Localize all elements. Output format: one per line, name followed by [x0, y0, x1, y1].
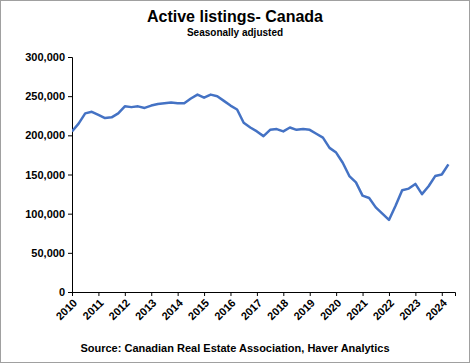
y-tick-label: 200,000	[25, 129, 65, 141]
x-tick-label: 2010	[53, 296, 79, 322]
subtitle: Seasonally adjusted	[187, 27, 283, 38]
y-tick-label: 0	[59, 286, 65, 298]
x-tick: 2024	[423, 292, 449, 322]
y-tick: 150,000	[25, 169, 72, 181]
x-tick: 2011	[80, 292, 105, 322]
marks	[72, 95, 448, 220]
x-tick-mark	[204, 292, 205, 296]
y-tick: 100,000	[25, 208, 72, 220]
x-tick: 2017	[238, 292, 264, 322]
x-tick-mark	[178, 292, 179, 296]
x-tick-label: 2020	[318, 296, 344, 322]
y-tick-mark	[68, 214, 72, 215]
x-tick: 2014	[159, 292, 185, 322]
x-tick-label: 2015	[186, 296, 212, 322]
line	[72, 95, 448, 220]
y-tick: 200,000	[25, 129, 72, 141]
x-tick-label: 2013	[133, 296, 159, 322]
x-tick-mark	[230, 292, 231, 296]
x-tick-label: 2021	[344, 296, 370, 322]
x-tick: 2015	[186, 292, 212, 322]
x-tick-label: 2024	[423, 296, 449, 322]
y-tick-mark	[68, 292, 72, 293]
x-tick: 2018	[265, 292, 291, 322]
y-tick-label: 250,000	[25, 90, 65, 102]
y-tick-mark	[68, 175, 72, 176]
x-tick-mark	[125, 292, 126, 296]
x-tick-mark	[310, 292, 311, 296]
x-tick: 2016	[212, 292, 238, 322]
x-tick: 2010	[53, 292, 79, 322]
x-tick-label: 2023	[397, 296, 423, 322]
x-tick-mark	[442, 292, 443, 296]
x-tick: 2021	[344, 292, 370, 322]
x-tick: 2012	[106, 292, 132, 322]
x-tick: 2023	[397, 292, 423, 322]
x-tick-mark	[415, 292, 416, 296]
y-tick-mark	[68, 96, 72, 97]
x-tick-mark	[283, 292, 284, 296]
x-tick-mark	[257, 292, 258, 296]
y-tick: 50,000	[31, 247, 72, 259]
y-tick-label: 50,000	[31, 247, 65, 259]
y-tick-mark	[68, 253, 72, 254]
y-tick-label: 150,000	[25, 169, 65, 181]
x-tick-mark	[363, 292, 364, 296]
plot: 0 50,000 100,000 150,000 200,000 250,000 300,0…	[25, 51, 455, 322]
x-tick-label: 2022	[370, 296, 396, 322]
x-tick-label: 2014	[159, 296, 185, 322]
x-axis: 2010201120122013201420152016201720182019…	[53, 292, 455, 322]
x-tick-mark	[72, 292, 73, 296]
x-tick-mark	[151, 292, 152, 296]
x-tick: 2022	[370, 292, 396, 322]
x-tick-label: 2018	[265, 296, 291, 322]
y-tick-label: 100,000	[25, 208, 65, 220]
x-tick: 2019	[291, 292, 317, 322]
chart-frame	[1, 1, 470, 363]
x-tick-mark	[336, 292, 337, 296]
y-tick-mark	[68, 135, 72, 136]
y-tick-mark	[68, 57, 72, 58]
x-tick: 2013	[133, 292, 159, 322]
source: Source: Canadian Real Estate Association…	[80, 342, 389, 354]
y-axis-line	[68, 58, 73, 293]
x-tick-mark	[98, 292, 99, 296]
x-tick-label: 2017	[238, 296, 264, 322]
x-axis-line	[73, 293, 456, 297]
chart: Active listings- Canada Seasonally adjust…	[0, 0, 470, 363]
x-tick-mark	[389, 292, 390, 296]
x-tick-label: 2011	[80, 296, 105, 321]
y-axis: 0 50,000 100,000 150,000 200,000 250,000 300,0…	[25, 51, 72, 298]
title: Active listings- Canada	[147, 8, 323, 25]
x-tick-label: 2016	[212, 296, 238, 322]
x-tick: 2020	[318, 292, 344, 322]
x-tick-label: 2012	[106, 296, 132, 322]
x-tick-label: 2019	[291, 296, 317, 322]
y-tick: 300,000	[25, 51, 72, 63]
y-tick-label: 300,000	[25, 51, 65, 63]
y-tick: 250,000	[25, 90, 72, 102]
